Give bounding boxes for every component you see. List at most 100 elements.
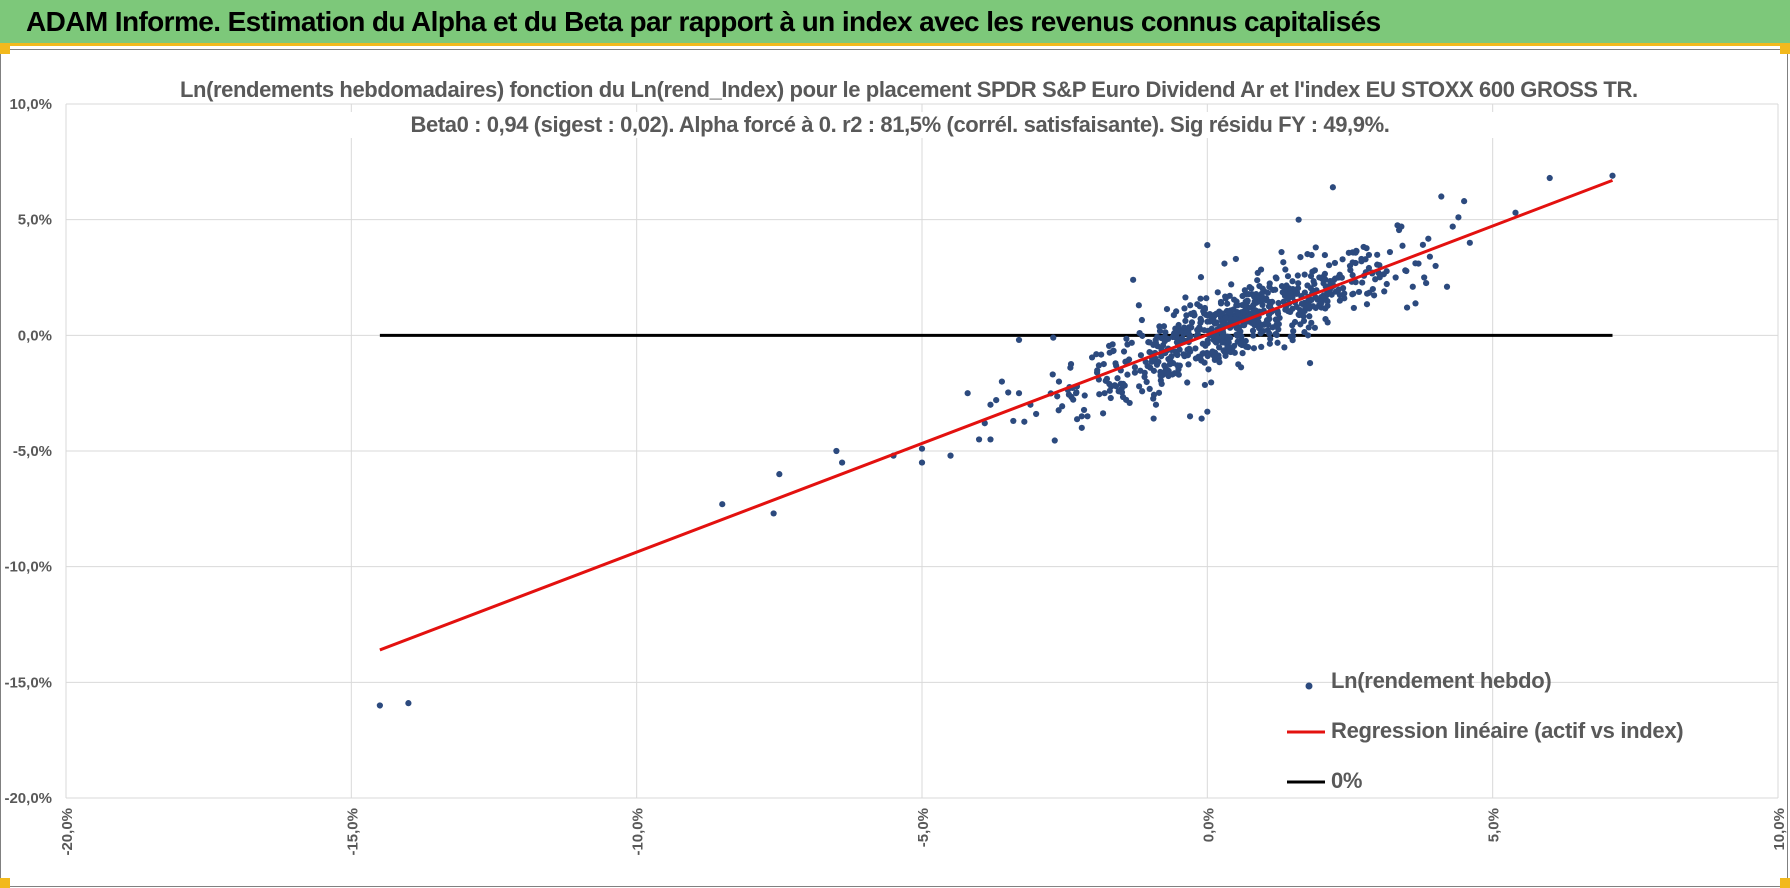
data-point	[1272, 331, 1279, 338]
data-point	[1010, 417, 1017, 425]
data-point	[1051, 437, 1058, 444]
data-point	[1266, 298, 1273, 306]
data-point	[1317, 301, 1324, 308]
data-point	[1305, 324, 1312, 331]
data-point	[1150, 367, 1158, 374]
data-point	[1139, 332, 1146, 339]
data-point	[1331, 259, 1339, 267]
data-point	[1443, 283, 1451, 290]
data-point	[1096, 391, 1103, 398]
data-point	[1272, 286, 1279, 293]
data-point	[1324, 302, 1331, 309]
data-point	[1316, 274, 1323, 281]
data-point	[1126, 399, 1133, 407]
data-point	[1280, 298, 1287, 305]
report-header: ADAM Informe. Estimation du Alpha et du …	[0, 0, 1790, 46]
data-point	[1217, 300, 1225, 307]
data-point	[1274, 339, 1281, 346]
data-point	[1166, 361, 1174, 368]
frame-corner-top-left	[0, 44, 10, 54]
data-point	[833, 447, 840, 455]
data-point	[1150, 395, 1157, 402]
data-point	[1297, 254, 1304, 261]
data-point	[1100, 361, 1107, 368]
data-point	[1119, 393, 1127, 401]
x-tick-label: -5,0%	[915, 808, 932, 847]
data-point	[1243, 343, 1250, 350]
data-point	[1219, 339, 1226, 346]
data-point	[1310, 303, 1317, 310]
data-point	[1152, 339, 1159, 346]
data-point	[1203, 295, 1210, 302]
data-point	[1225, 309, 1233, 316]
y-tick-label: -5,0%	[13, 443, 52, 460]
data-point	[1192, 345, 1199, 352]
data-point	[1336, 297, 1343, 304]
data-point	[1123, 335, 1130, 342]
data-point	[1249, 327, 1257, 334]
data-point	[987, 436, 994, 443]
data-point	[1098, 351, 1105, 358]
data-point	[1339, 256, 1346, 263]
data-point	[1272, 316, 1279, 323]
data-point	[1308, 319, 1315, 326]
data-point	[1059, 403, 1066, 410]
frame-corner-top-right	[1780, 44, 1790, 54]
x-tick-label: -10,0%	[630, 808, 647, 856]
data-point	[1078, 413, 1085, 420]
data-point	[1070, 396, 1077, 403]
data-point	[1137, 352, 1145, 359]
data-point	[1152, 355, 1159, 362]
data-point	[1363, 301, 1371, 308]
data-point	[1365, 251, 1373, 259]
data-point	[1300, 313, 1307, 320]
y-tick-label: 10,0%	[9, 96, 52, 113]
data-point	[1198, 415, 1205, 422]
data-point	[1131, 369, 1139, 376]
data-point	[1350, 290, 1357, 297]
data-point	[1335, 286, 1342, 293]
data-point	[1067, 361, 1075, 368]
data-point	[1265, 321, 1272, 328]
data-point	[1275, 321, 1282, 328]
legend-regression-marker	[1287, 730, 1325, 734]
data-point	[1419, 241, 1427, 248]
data-point	[947, 452, 954, 459]
data-point	[1033, 410, 1040, 418]
data-point	[1050, 334, 1057, 341]
data-point	[1232, 255, 1239, 263]
data-point	[1124, 341, 1131, 348]
data-point	[1222, 293, 1229, 300]
data-point	[1212, 333, 1220, 340]
data-point	[1216, 344, 1223, 351]
data-point	[1080, 406, 1088, 414]
data-point	[1282, 266, 1289, 273]
data-point	[1352, 249, 1359, 256]
data-point	[1306, 313, 1313, 320]
data-point	[1266, 340, 1273, 347]
data-point	[839, 459, 846, 466]
data-point	[1289, 333, 1297, 340]
data-point	[1394, 222, 1401, 229]
data-point	[1170, 311, 1177, 319]
data-point	[1322, 315, 1329, 323]
data-point	[1143, 378, 1150, 386]
data-point	[1205, 366, 1212, 373]
data-point	[1383, 280, 1390, 288]
data-point	[1095, 362, 1103, 369]
data-point	[1184, 379, 1191, 386]
data-point	[1125, 356, 1133, 363]
data-point	[1160, 323, 1168, 330]
data-point	[1054, 393, 1061, 400]
data-point	[1081, 392, 1088, 399]
data-point	[1281, 287, 1288, 294]
data-point	[981, 420, 988, 427]
data-point	[1176, 346, 1183, 353]
data-point	[1222, 314, 1230, 322]
data-point	[1250, 345, 1258, 352]
data-point	[1284, 273, 1292, 280]
data-point	[1449, 223, 1456, 230]
data-point	[1374, 251, 1381, 258]
data-point	[1273, 275, 1280, 282]
data-point	[1201, 304, 1208, 312]
